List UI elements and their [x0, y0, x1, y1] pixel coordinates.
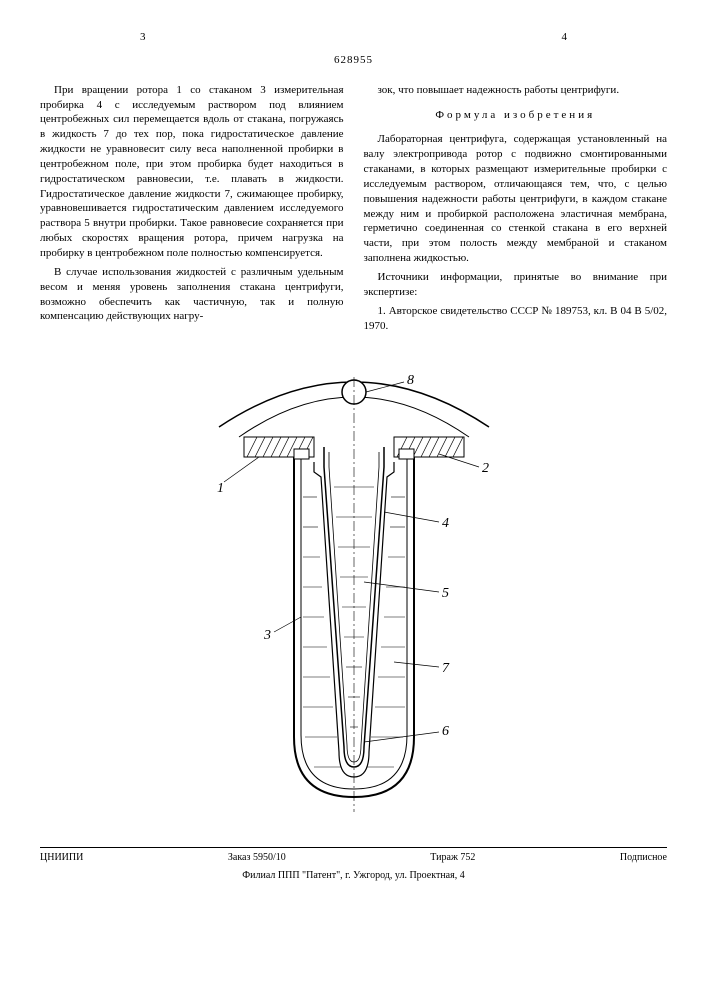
- fig-label-7: 7: [442, 661, 450, 676]
- page-num-right: 4: [562, 30, 568, 45]
- fig-label-2: 2: [482, 461, 489, 476]
- footer-sub: Подписное: [620, 851, 667, 865]
- fig-label-4: 4: [442, 516, 449, 531]
- col2-para2: Лабораторная центрифуга, содержащая уста…: [364, 132, 668, 266]
- col2-para1: зок, что повышает надежность работы цент…: [364, 83, 668, 98]
- text-columns: При вращении ротора 1 со стаканом 3 изме…: [40, 83, 667, 338]
- fig-label-6: 6: [442, 724, 449, 739]
- footer: ЦНИИПИ Заказ 5950/10 Тираж 752 Подписное…: [40, 847, 667, 882]
- col1-para2: В случае использования жидкостей с разли…: [40, 265, 344, 324]
- footer-tirage: Тираж 752: [430, 851, 475, 865]
- footer-address: Филиал ППП "Патент", г. Ужгород, ул. Про…: [40, 869, 667, 883]
- col2-para3: Источники информации, принятые во вниман…: [364, 270, 668, 300]
- footer-org: ЦНИИПИ: [40, 851, 83, 865]
- column-right: зок, что повышает надежность работы цент…: [364, 83, 668, 338]
- formula-title: Формула изобретения: [364, 108, 668, 123]
- fig-label-5: 5: [442, 586, 449, 601]
- column-left: При вращении ротора 1 со стаканом 3 изме…: [40, 83, 344, 338]
- patent-number: 628955: [40, 53, 667, 68]
- centrifuge-diagram: 1 2 3 4 5 6 7 8: [189, 357, 519, 827]
- fig-label-1: 1: [217, 481, 224, 496]
- col1-para1: При вращении ротора 1 со стаканом 3 изме…: [40, 83, 344, 261]
- page-num-left: 3: [140, 30, 146, 45]
- fig-label-3: 3: [263, 628, 271, 643]
- fig-label-8: 8: [407, 373, 414, 388]
- figure: 1 2 3 4 5 6 7 8: [40, 357, 667, 832]
- footer-order: Заказ 5950/10: [228, 851, 286, 865]
- col2-para4: 1. Авторское свидетельство СССР № 189753…: [364, 304, 668, 334]
